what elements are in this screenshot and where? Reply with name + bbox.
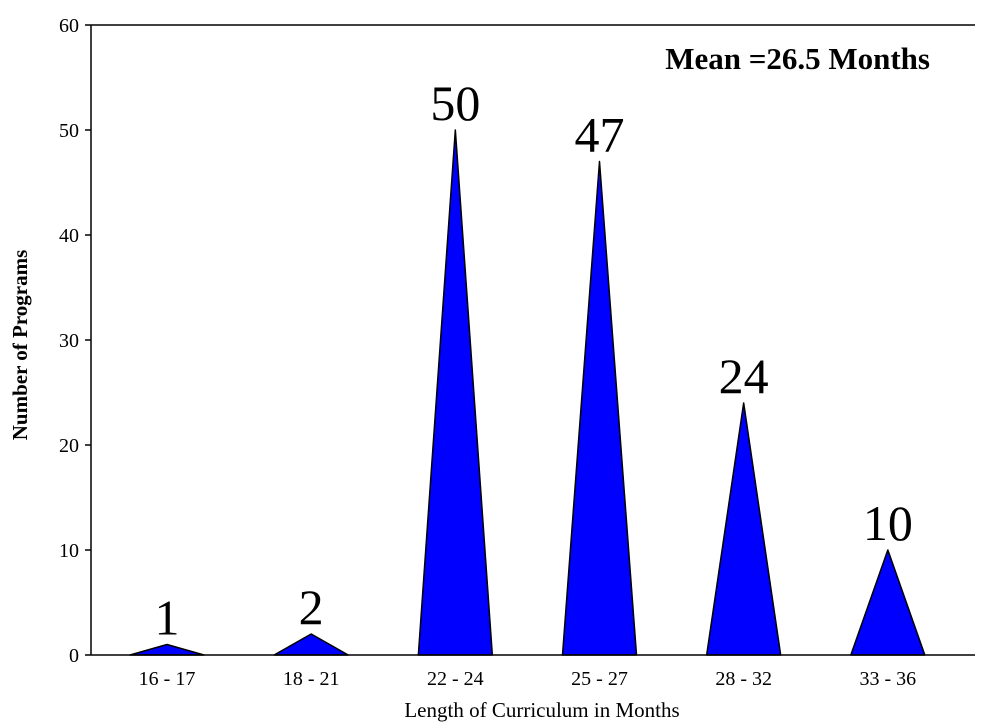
- data-peak: [129, 643, 205, 656]
- data-peak: [561, 160, 638, 656]
- y-tick-label: 50: [59, 120, 79, 142]
- data-peak: [273, 633, 349, 656]
- y-tick-label: 40: [59, 225, 79, 247]
- data-value-label: 2: [299, 579, 324, 635]
- data-value-label: 1: [155, 590, 180, 646]
- x-ticks: 16 - 17 18 - 21 22 - 24 25 - 27 28 - 32 33 - …: [139, 668, 917, 690]
- data-value-label: 10: [863, 495, 913, 551]
- x-tick-label: 25 - 27: [571, 668, 628, 690]
- y-tick-label: 0: [69, 645, 79, 667]
- x-tick-label: 33 - 36: [859, 668, 916, 690]
- data-value-label: 24: [719, 348, 769, 404]
- data-peak: [705, 402, 782, 656]
- y-tick-label: 30: [59, 330, 79, 352]
- y-tick-label: 20: [59, 435, 79, 457]
- y-axis-label: Number of Programs: [8, 250, 32, 441]
- data-value-label: 50: [430, 75, 480, 131]
- y-tick-label: 10: [59, 540, 79, 562]
- x-tick-label: 16 - 17: [139, 668, 196, 690]
- x-tick-label: 28 - 32: [715, 668, 772, 690]
- chart-marks: [129, 129, 926, 656]
- data-peak: [417, 129, 494, 656]
- y-tick-label: 60: [59, 15, 79, 37]
- x-tick-label: 18 - 21: [283, 668, 340, 690]
- data-value-label: 47: [575, 107, 625, 163]
- x-axis-label: Length of Curriculum in Months: [404, 698, 679, 722]
- data-peak: [850, 549, 926, 656]
- y-ticks: 0 10 20 30 40 50 60: [59, 15, 91, 667]
- data-labels: 1 2 50 47 24 10: [155, 75, 913, 646]
- mean-annotation: Mean =26.5 Months: [665, 41, 930, 76]
- x-tick-label: 22 - 24: [427, 668, 484, 690]
